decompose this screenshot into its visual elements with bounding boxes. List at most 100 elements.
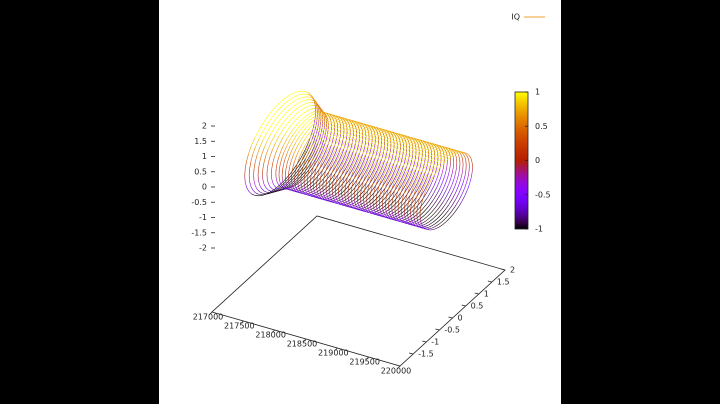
surface-ring bbox=[297, 190, 300, 193]
surface-ring bbox=[374, 209, 377, 214]
surface-ring bbox=[344, 198, 347, 202]
surface-ring bbox=[375, 128, 378, 133]
surface-ring bbox=[364, 155, 369, 162]
surface-ring bbox=[278, 122, 284, 129]
surface-ring bbox=[469, 155, 472, 160]
surface-ring bbox=[374, 165, 378, 172]
surface-ring bbox=[389, 132, 393, 134]
surface-ring bbox=[329, 143, 333, 151]
surface-ring bbox=[383, 155, 389, 161]
surface-ring bbox=[390, 155, 394, 162]
surface-ring bbox=[386, 167, 390, 174]
surface-ring bbox=[318, 108, 322, 110]
surface-ring bbox=[417, 169, 420, 176]
surface-ring bbox=[464, 152, 468, 155]
surface-ring bbox=[363, 126, 368, 129]
surface-ring bbox=[397, 135, 400, 139]
surface-ring bbox=[396, 220, 400, 222]
surface-ring bbox=[279, 164, 281, 170]
surface-ring bbox=[373, 206, 375, 211]
surface-ring bbox=[303, 171, 308, 177]
surface-ring bbox=[321, 156, 325, 164]
surface-ring bbox=[296, 97, 302, 101]
surface-ring bbox=[388, 133, 393, 137]
surface-ring bbox=[404, 186, 409, 193]
surface-ring bbox=[424, 224, 429, 227]
surface-ring bbox=[326, 122, 332, 127]
surface-ring bbox=[401, 214, 403, 219]
surface-ring bbox=[380, 146, 382, 152]
surface-ring bbox=[451, 199, 456, 206]
surface-ring bbox=[385, 180, 390, 187]
x-tick bbox=[271, 329, 275, 334]
surface-ring bbox=[356, 173, 360, 180]
surface-ring bbox=[410, 222, 413, 226]
surface-ring bbox=[375, 179, 379, 186]
surface-ring bbox=[331, 138, 334, 145]
surface-ring bbox=[332, 165, 337, 172]
surface-ring bbox=[252, 189, 256, 194]
surface-ring bbox=[324, 144, 329, 151]
surface-ring bbox=[420, 170, 423, 177]
surface-ring bbox=[311, 167, 314, 174]
surface-ring bbox=[451, 185, 456, 193]
surface-ring bbox=[442, 156, 448, 161]
surface-ring bbox=[448, 149, 453, 151]
surface-ring bbox=[267, 116, 273, 124]
z-tick-label: 2 bbox=[202, 122, 207, 131]
surface-ring bbox=[360, 173, 365, 180]
surface-ring bbox=[364, 125, 368, 127]
surface-ring bbox=[362, 129, 367, 133]
surface-ring bbox=[303, 110, 308, 114]
surface-ring bbox=[382, 143, 387, 148]
surface-ring bbox=[416, 140, 419, 144]
surface-ring bbox=[327, 119, 333, 123]
surface-ring bbox=[311, 154, 316, 161]
surface-ring bbox=[268, 141, 272, 149]
surface-ring bbox=[355, 153, 360, 160]
surface-ring bbox=[367, 183, 370, 190]
surface-ring bbox=[308, 190, 311, 195]
surface-ring bbox=[258, 162, 260, 169]
surface-ring bbox=[367, 142, 370, 149]
surface-ring bbox=[432, 157, 438, 163]
surface-ring bbox=[442, 147, 447, 149]
surface-ring bbox=[297, 119, 303, 124]
surface-ring bbox=[300, 185, 303, 190]
surface-ring bbox=[333, 146, 338, 153]
surface-ring bbox=[307, 151, 313, 160]
surface-ring bbox=[373, 201, 378, 206]
surface-ring bbox=[323, 170, 327, 177]
surface-ring bbox=[336, 161, 341, 168]
y-tick-label: -1 bbox=[431, 338, 439, 347]
surface-ring bbox=[290, 154, 294, 162]
surface-ring bbox=[460, 181, 464, 189]
surface-ring bbox=[332, 151, 337, 159]
surface-ring bbox=[455, 154, 457, 159]
surface-ring bbox=[446, 211, 452, 217]
surface-ring bbox=[374, 213, 378, 216]
surface-ring bbox=[320, 140, 324, 148]
surface-ring bbox=[314, 192, 317, 196]
surface-ring bbox=[343, 197, 349, 201]
surface-ring bbox=[289, 140, 294, 148]
surface-ring bbox=[380, 186, 383, 193]
surface-ring bbox=[325, 136, 328, 143]
surface-ring bbox=[344, 182, 347, 189]
surface-ring bbox=[310, 122, 315, 128]
surface-ring bbox=[464, 170, 467, 177]
surface-ring bbox=[262, 123, 269, 131]
surface-ring bbox=[388, 206, 394, 211]
surface-ring bbox=[310, 183, 315, 188]
surface-ring bbox=[340, 162, 344, 169]
surface-ring bbox=[351, 171, 356, 178]
surface-ring bbox=[320, 162, 325, 169]
y-tick bbox=[487, 280, 492, 283]
surface-ring bbox=[432, 146, 437, 149]
surface-ring bbox=[422, 164, 425, 171]
surface-ring bbox=[327, 145, 332, 152]
surface-ring bbox=[345, 128, 351, 133]
surface-ring bbox=[289, 177, 295, 184]
surface-ring bbox=[366, 210, 369, 213]
surface-ring bbox=[379, 129, 384, 131]
